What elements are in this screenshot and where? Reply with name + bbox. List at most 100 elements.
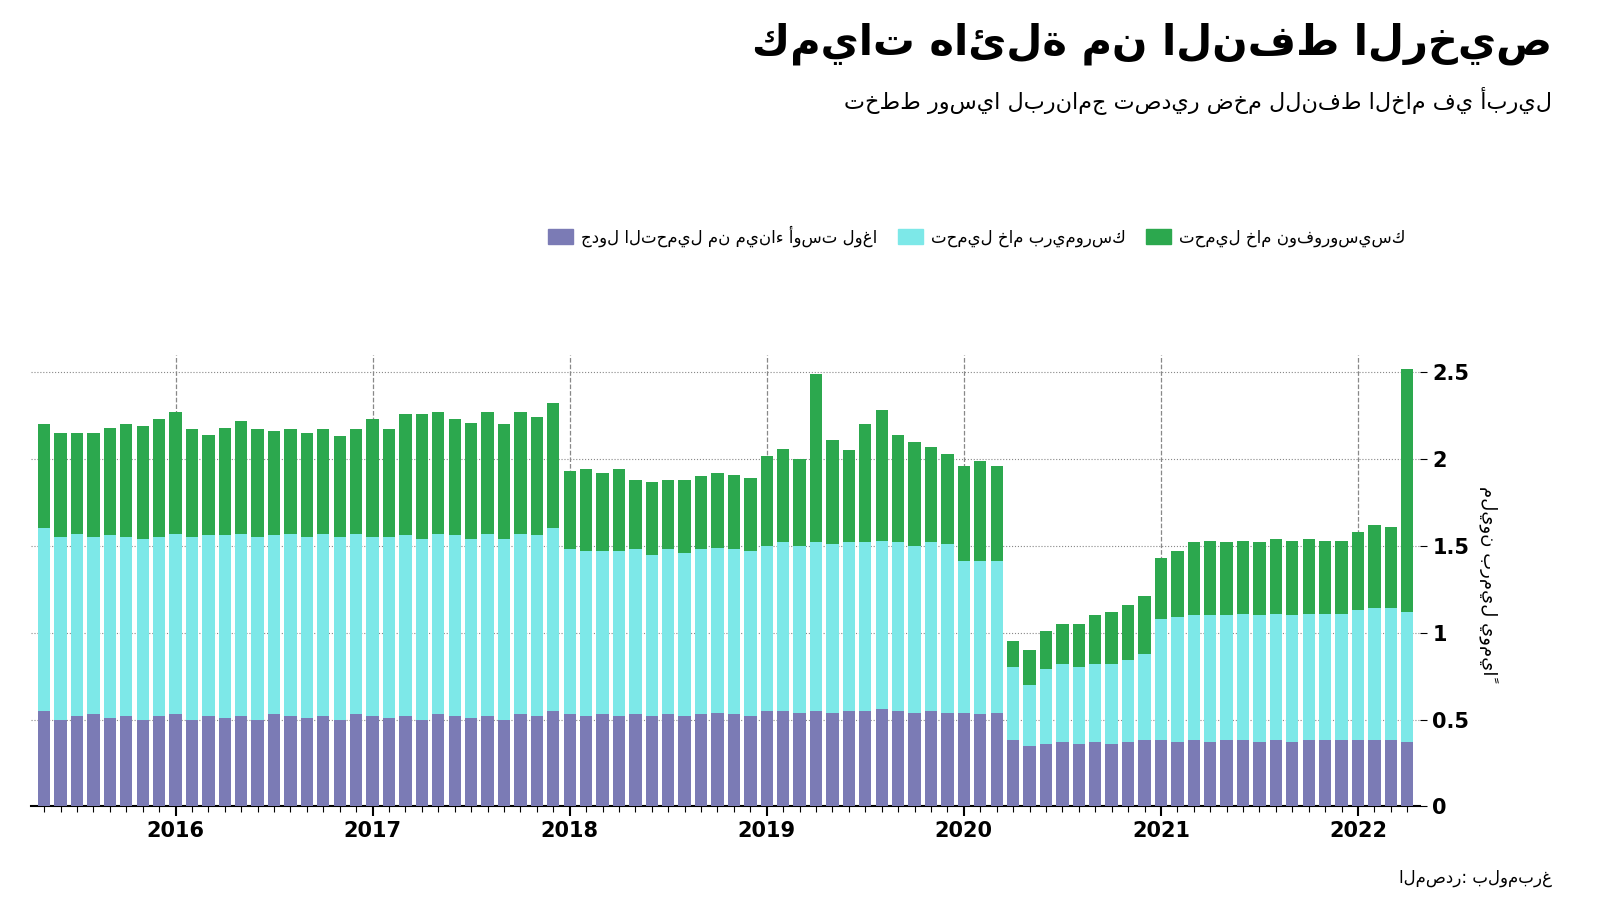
Bar <box>990 561 1003 713</box>
Bar <box>1106 612 1118 664</box>
Text: تخطط روسيا لبرنامج تصدير ضخم للنفط الخام في أبريل: تخطط روسيا لبرنامج تصدير ضخم للنفط الخام… <box>845 86 1552 114</box>
Bar <box>629 714 642 806</box>
Bar <box>597 714 608 806</box>
Bar <box>251 537 264 720</box>
Bar <box>794 713 806 806</box>
Bar <box>563 550 576 714</box>
Bar <box>810 374 822 542</box>
Bar <box>1171 742 1184 806</box>
Bar <box>382 430 395 537</box>
Bar <box>350 714 362 806</box>
Bar <box>990 713 1003 806</box>
Bar <box>432 714 445 806</box>
Bar <box>285 430 296 533</box>
Bar <box>514 533 526 714</box>
Bar <box>104 428 115 535</box>
Bar <box>760 456 773 546</box>
Bar <box>301 537 314 718</box>
Bar <box>1286 541 1299 615</box>
Bar <box>482 716 494 806</box>
Bar <box>891 542 904 711</box>
Bar <box>1122 742 1134 806</box>
Bar <box>334 537 346 720</box>
Bar <box>925 447 938 542</box>
Bar <box>1006 642 1019 668</box>
Bar <box>1056 664 1069 742</box>
Bar <box>760 546 773 711</box>
Bar <box>186 430 198 537</box>
Bar <box>54 433 67 537</box>
Bar <box>1402 369 1413 612</box>
Text: كميات هائلة من النفط الرخيص: كميات هائلة من النفط الرخيص <box>752 23 1552 65</box>
Bar <box>120 424 133 537</box>
Bar <box>416 720 429 806</box>
Bar <box>941 454 954 544</box>
Bar <box>941 713 954 806</box>
Bar <box>1302 614 1315 741</box>
Bar <box>941 544 954 713</box>
Bar <box>1384 741 1397 806</box>
Bar <box>1336 614 1347 741</box>
Bar <box>88 537 99 714</box>
Y-axis label: مليون برميل يومياً: مليون برميل يومياً <box>1477 486 1498 675</box>
Bar <box>613 716 626 806</box>
Bar <box>1138 741 1150 806</box>
Bar <box>778 542 789 711</box>
Bar <box>694 714 707 806</box>
Bar <box>154 537 165 716</box>
Bar <box>38 711 50 806</box>
Bar <box>1270 539 1282 614</box>
Bar <box>54 537 67 720</box>
Bar <box>120 716 133 806</box>
Legend: جدول التحميل من ميناء أوست لوغا, تحميل خام بريمورسك, تحميل خام نوفوروسيسك: جدول التحميل من ميناء أوست لوغا, تحميل خ… <box>541 219 1413 253</box>
Bar <box>859 424 872 542</box>
Bar <box>563 714 576 806</box>
Bar <box>88 433 99 537</box>
Bar <box>267 714 280 806</box>
Bar <box>1024 685 1035 746</box>
Bar <box>1171 551 1184 617</box>
Bar <box>1040 631 1053 669</box>
Bar <box>1318 541 1331 614</box>
Bar <box>597 551 608 714</box>
Bar <box>38 529 50 711</box>
Bar <box>1336 541 1347 614</box>
Bar <box>136 720 149 806</box>
Bar <box>1270 741 1282 806</box>
Bar <box>891 434 904 542</box>
Bar <box>170 412 182 533</box>
Bar <box>1122 660 1134 742</box>
Bar <box>70 433 83 533</box>
Bar <box>267 535 280 714</box>
Bar <box>448 716 461 806</box>
Bar <box>1368 525 1381 608</box>
Bar <box>1106 744 1118 806</box>
Bar <box>646 554 658 716</box>
Bar <box>466 718 477 806</box>
Bar <box>826 440 838 544</box>
Bar <box>301 433 314 537</box>
Bar <box>1237 541 1250 614</box>
Bar <box>810 542 822 711</box>
Bar <box>186 720 198 806</box>
Bar <box>1205 742 1216 806</box>
Bar <box>875 709 888 806</box>
Bar <box>744 716 757 806</box>
Bar <box>712 713 723 806</box>
Bar <box>1286 615 1299 742</box>
Bar <box>1040 744 1053 806</box>
Bar <box>235 421 248 533</box>
Bar <box>974 561 987 714</box>
Bar <box>1402 742 1413 806</box>
Bar <box>1090 615 1101 664</box>
Bar <box>563 471 576 550</box>
Bar <box>317 716 330 806</box>
Bar <box>366 537 379 716</box>
Bar <box>498 720 510 806</box>
Bar <box>662 714 674 806</box>
Bar <box>1040 669 1053 744</box>
Bar <box>382 718 395 806</box>
Bar <box>843 711 854 806</box>
Bar <box>136 426 149 539</box>
Bar <box>678 553 691 716</box>
